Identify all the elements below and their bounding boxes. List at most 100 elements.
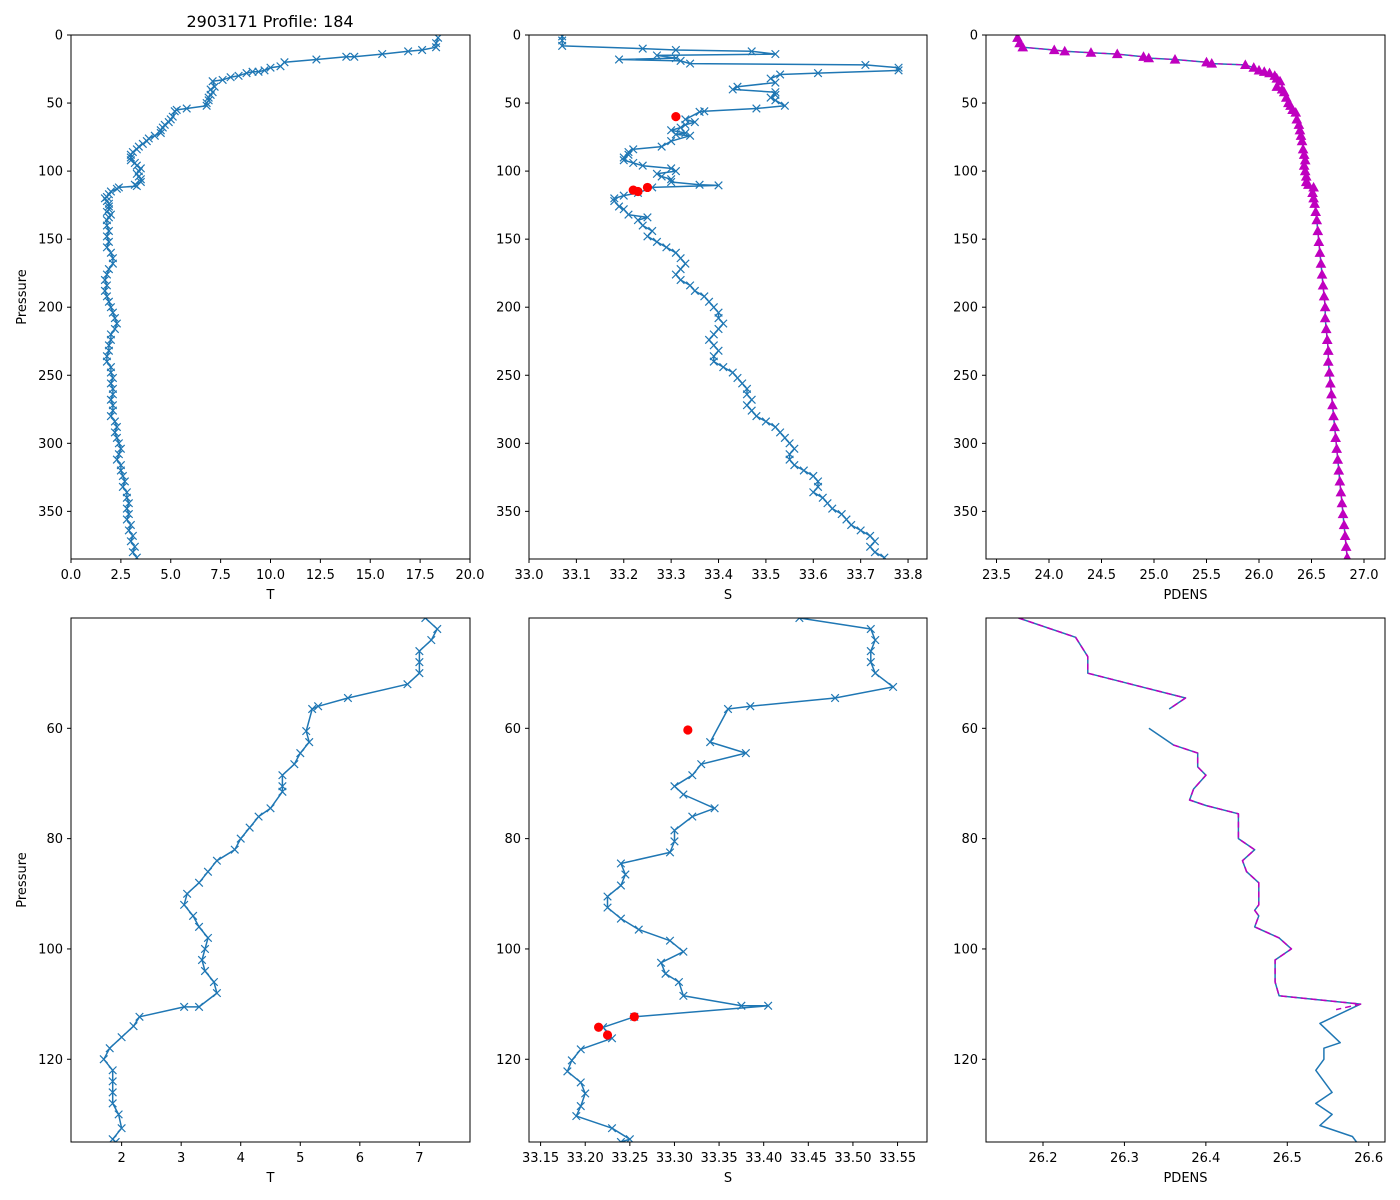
y-tick-label: 60 — [961, 722, 978, 737]
x-tick-label: 33.20 — [567, 1151, 604, 1166]
axes-frame — [528, 617, 928, 1143]
data-point-marker — [661, 969, 670, 978]
series-line-PDENS_zoom-1 — [1018, 618, 1362, 1011]
data-point-marker — [312, 55, 321, 64]
data-point-marker — [771, 49, 780, 59]
subplot-T_full: 0.0 2.5 5.0 7.5 10.0 12.5 15.0 17.5 20.0 0 50 100 15… — [15, 29, 484, 604]
data-point-marker — [106, 395, 116, 404]
x-tick-label: 26.5 — [1297, 568, 1326, 583]
data-point-marker — [643, 232, 652, 241]
x-tick-label: 33.50 — [834, 1151, 871, 1166]
data-point-marker — [697, 759, 706, 769]
data-point-marker — [652, 51, 662, 60]
x-tick-label: 26.6 — [1354, 1151, 1383, 1166]
data-point-marker — [110, 313, 120, 323]
data-point-marker — [142, 136, 152, 146]
data-point-marker — [415, 668, 424, 678]
data-point-marker — [894, 63, 903, 72]
data-point-marker — [102, 232, 112, 241]
figure-title: 2903171 Profile: 184 — [186, 12, 353, 31]
y-axis-label: Pressure — [15, 269, 30, 325]
x-tick-label: 33.7 — [846, 568, 875, 583]
data-point-marker — [809, 488, 818, 497]
data-point-marker — [202, 101, 211, 110]
data-point-marker — [212, 856, 222, 865]
data-point-marker — [179, 900, 189, 910]
data-point-marker — [634, 925, 643, 934]
data-point-marker — [871, 635, 880, 645]
subplots: 0.0 2.5 5.0 7.5 10.0 12.5 15.0 17.5 20.005010015… — [15, 29, 1386, 1186]
data-point-marker — [567, 1056, 577, 1065]
x-tick-label: 5.0 — [160, 568, 181, 583]
x-tick-label: 33.8 — [894, 568, 923, 583]
pdens-overlay-line — [1016, 37, 1348, 558]
y-tick-label: 350 — [496, 505, 521, 520]
data-point-marker — [856, 526, 865, 535]
data-point-marker — [104, 226, 114, 236]
data-point-marker — [603, 892, 612, 901]
y-tick-label: 80 — [504, 832, 521, 847]
x-tick-label: 15.0 — [356, 568, 385, 583]
data-point-marker — [106, 379, 116, 388]
flagged-point — [642, 182, 653, 193]
data-point-marker — [116, 466, 126, 475]
data-point-marker — [431, 38, 441, 48]
y-tick-label: 50 — [504, 97, 521, 112]
data-point-marker — [296, 748, 305, 758]
x-tick-label: 10.0 — [256, 568, 285, 583]
x-tick-label: 33.4 — [704, 568, 733, 583]
data-point-marker — [1343, 552, 1352, 559]
data-point-marker — [619, 191, 628, 200]
x-tick-label: 33.45 — [790, 1151, 827, 1166]
data-point-marker — [688, 770, 697, 780]
data-point-marker — [638, 161, 647, 170]
x-tick-label: 7.5 — [210, 568, 231, 583]
x-tick-label: 12.5 — [306, 568, 335, 583]
plot-area — [100, 35, 443, 559]
y-tick-label: 250 — [496, 369, 521, 384]
data-point-marker — [557, 41, 567, 51]
data-point-marker — [733, 82, 742, 91]
x-tick-label: 0.0 — [61, 568, 82, 583]
data-point-marker — [108, 373, 118, 383]
plot-area — [1012, 35, 1352, 559]
data-point-marker — [638, 221, 647, 230]
y-tick-label: 300 — [496, 437, 521, 452]
data-point-marker — [102, 281, 112, 290]
data-point-marker — [671, 45, 681, 55]
data-point-marker — [417, 45, 427, 55]
y-tick-label: 50 — [961, 97, 978, 112]
data-point-marker — [576, 1078, 585, 1087]
x-tick-label: 26.5 — [1273, 1151, 1302, 1166]
data-point-marker — [614, 202, 624, 211]
x-tick-label: 26.4 — [1191, 1151, 1220, 1166]
flagged-point — [683, 725, 693, 735]
data-point-marker — [254, 67, 263, 76]
data-point-marker — [102, 357, 112, 366]
data-point-marker — [108, 308, 118, 317]
data-point-marker — [128, 531, 138, 541]
x-tick-label: 6 — [356, 1151, 364, 1166]
data-point-marker — [104, 346, 114, 355]
data-point-marker — [304, 737, 314, 747]
x-tick-label: 25.0 — [1140, 568, 1169, 583]
x-tick-label: 26.2 — [1029, 1151, 1058, 1166]
data-point-marker — [135, 1012, 144, 1022]
data-point-marker — [638, 44, 647, 53]
data-point-marker — [657, 172, 666, 181]
data-point-marker — [710, 804, 719, 813]
data-point-marker — [766, 93, 775, 102]
data-point-marker — [603, 903, 612, 912]
data-point-marker — [203, 933, 213, 943]
axes-frame — [70, 617, 471, 1143]
axes-frame — [985, 617, 1386, 1143]
y-tick-label: 350 — [38, 505, 63, 520]
data-point-marker — [621, 870, 630, 879]
data-point-marker — [657, 142, 666, 151]
data-point-marker — [106, 248, 116, 257]
data-point-marker — [108, 390, 118, 399]
data-point-marker — [695, 180, 704, 189]
data-point-marker — [728, 85, 737, 94]
flagged-point — [671, 112, 681, 122]
data-point-marker — [747, 47, 756, 56]
